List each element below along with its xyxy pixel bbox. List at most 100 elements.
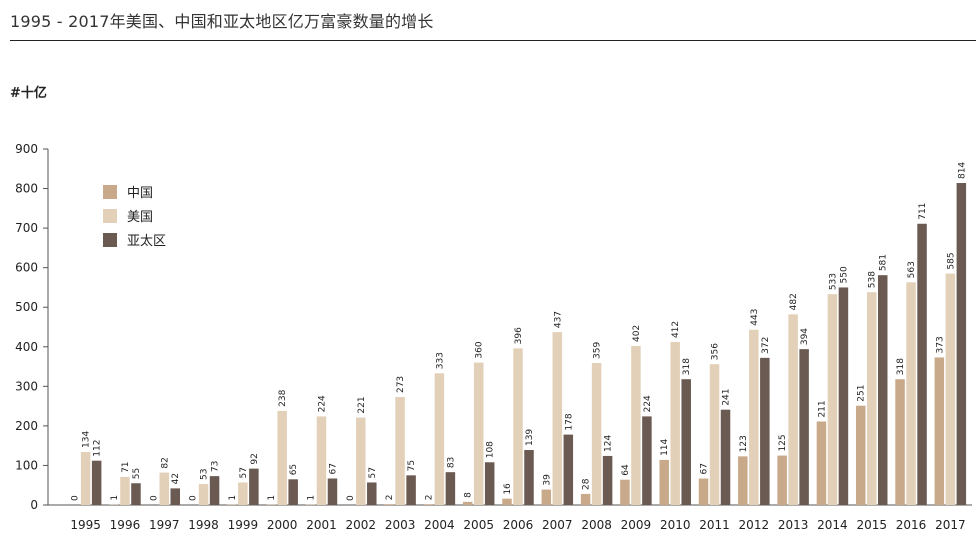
data-label: 73 [211,461,221,472]
data-label: 1 [306,495,316,501]
bar [698,478,709,505]
data-label: 814 [957,162,967,179]
bar [462,501,473,505]
bar [738,456,748,505]
data-label: 2 [424,494,434,500]
x-tick-label: 2000 [267,518,298,532]
data-label: 563 [907,261,917,278]
legend-swatch [103,209,117,223]
data-label: 124 [604,434,614,451]
y-tick-label: 0 [30,498,38,512]
data-label: 0 [189,495,199,501]
bar [642,416,652,505]
bar [91,460,102,505]
x-tick-label: 2013 [778,518,809,532]
bar [777,455,787,505]
data-label: 83 [446,457,456,468]
bar [895,379,905,505]
bar [198,484,209,505]
bar [131,483,141,505]
y-axis-unit-label: #十亿 [10,86,47,101]
data-label: 241 [722,388,732,405]
data-label: 53 [200,469,210,480]
legend-swatch [103,233,117,247]
data-label: 123 [739,435,749,452]
data-label: 412 [671,321,681,338]
data-label: 0 [149,495,159,501]
bar [670,342,680,505]
data-label: 39 [542,474,552,486]
bar [356,417,366,505]
data-label: 211 [817,400,827,417]
bar [277,410,287,505]
x-tick-label: 2004 [424,518,455,532]
bar [580,493,591,505]
bar [367,482,377,505]
x-tick-label: 2011 [699,518,730,532]
data-label: 2 [385,494,395,500]
data-label: 92 [250,453,260,464]
x-tick-label: 2012 [739,518,770,532]
bar [249,468,259,505]
bar [238,482,248,505]
bar [327,478,338,505]
data-label: 108 [486,441,496,458]
bar [209,476,220,505]
data-label: 1 [228,495,238,501]
data-label: 114 [660,438,670,455]
bar [473,362,484,505]
x-tick-label: 2006 [503,518,534,532]
data-label: 224 [643,395,653,412]
x-tick-label: 2008 [581,518,612,532]
data-label: 57 [368,467,378,478]
data-label: 134 [82,431,92,448]
bar [934,357,945,505]
legend-swatch [103,185,117,199]
bar [288,479,298,505]
bar [395,397,405,505]
bar [563,434,574,505]
data-label: 251 [857,385,867,402]
y-tick-label: 600 [15,261,38,275]
bar [541,489,552,505]
bar [434,373,445,505]
data-label: 67 [700,463,710,474]
y-tick-label: 700 [15,221,38,235]
x-tick-label: 2016 [896,518,927,532]
bar [159,472,170,505]
data-label: 75 [407,460,417,471]
bar [760,357,770,505]
legend-label: 亚太区 [127,234,166,249]
bar [749,329,759,505]
bar [838,287,849,505]
data-label: 64 [621,464,631,476]
bar [620,479,630,505]
y-tick-label: 100 [15,458,38,472]
bar [945,273,956,505]
data-label: 711 [918,203,928,220]
bar [170,488,181,505]
bar [681,379,691,505]
data-label: 67 [328,463,338,474]
data-label: 318 [896,358,906,375]
data-label: 359 [593,342,603,359]
data-label: 125 [778,434,788,451]
x-tick-label: 2001 [306,518,337,532]
bar [788,314,798,505]
data-label: 373 [935,336,945,353]
data-label: 1 [110,495,120,501]
title-divider [10,40,976,41]
bar [120,476,130,505]
x-tick-label: 2003 [385,518,416,532]
x-tick-label: 2017 [935,518,966,532]
x-tick-label: 1998 [188,518,219,532]
data-label: 1 [267,495,277,501]
data-label: 585 [946,252,956,269]
bar [524,450,534,505]
data-label: 396 [514,327,524,344]
bar [384,504,394,505]
data-label: 482 [789,293,799,310]
bar [799,349,809,505]
legend-label: 美国 [127,210,153,225]
